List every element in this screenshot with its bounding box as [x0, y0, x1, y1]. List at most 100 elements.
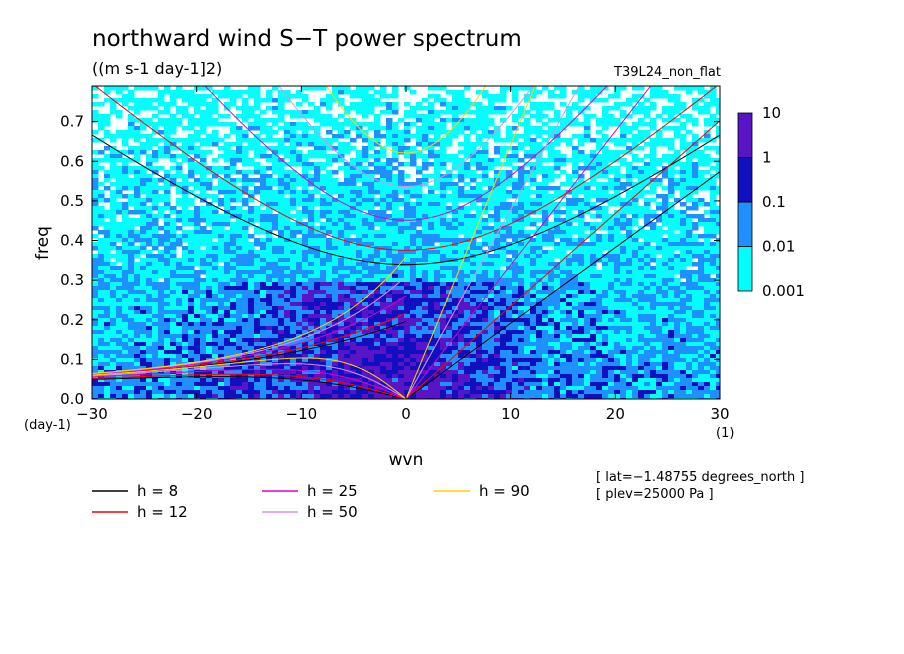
power-cell [644, 214, 651, 219]
power-cell [278, 98, 285, 103]
power-cell [476, 246, 483, 251]
power-cell [656, 86, 663, 91]
power-cell [560, 122, 567, 127]
power-cell [368, 246, 375, 251]
power-cell [398, 202, 405, 207]
power-cell [92, 202, 99, 207]
power-cell [590, 114, 597, 119]
power-cell [254, 318, 261, 323]
power-cell [716, 294, 720, 299]
power-cell [368, 202, 375, 207]
power-cell [332, 282, 339, 287]
power-cell [362, 106, 369, 111]
power-cell [704, 110, 711, 115]
power-cell [374, 202, 381, 207]
power-cell [374, 102, 381, 107]
power-cell [230, 314, 237, 319]
power-cell [104, 198, 111, 203]
power-cell [290, 94, 297, 99]
power-cell [626, 274, 633, 279]
power-cell [302, 202, 309, 207]
power-cell [512, 178, 519, 183]
power-cell [362, 290, 369, 295]
power-cell [650, 146, 657, 151]
power-cell [530, 102, 537, 107]
power-cell [356, 274, 363, 279]
power-cell [254, 230, 261, 235]
power-cell [632, 238, 639, 243]
power-cell [290, 282, 297, 287]
power-cell [680, 174, 687, 179]
power-cell [260, 274, 267, 279]
power-cell [206, 166, 213, 171]
power-cell [290, 202, 297, 207]
power-cell [440, 310, 447, 315]
power-cell [158, 94, 165, 99]
power-cell [644, 174, 651, 179]
power-cell [512, 98, 519, 103]
power-cell [446, 238, 453, 243]
power-cell [632, 210, 639, 215]
power-cell [548, 186, 555, 191]
power-cell [116, 270, 123, 275]
power-cell [656, 250, 663, 255]
power-cell [344, 318, 351, 323]
power-cell [182, 90, 189, 95]
power-cell [380, 202, 387, 207]
power-cell [416, 290, 423, 295]
power-cell [92, 214, 99, 219]
power-cell [344, 146, 351, 151]
power-cell [392, 94, 399, 99]
power-cell [632, 98, 639, 103]
power-cell [188, 198, 195, 203]
power-cell [554, 154, 561, 159]
power-cell [254, 282, 261, 287]
power-cell [98, 266, 105, 271]
power-cell [656, 270, 663, 275]
power-cell [170, 270, 177, 275]
power-cell [638, 282, 645, 287]
power-cell [122, 318, 129, 323]
power-cell [512, 274, 519, 279]
power-cell [464, 242, 471, 247]
power-cell [434, 114, 441, 119]
power-cell [224, 174, 231, 179]
power-cell [272, 138, 279, 143]
power-cell [584, 210, 591, 215]
power-cell [368, 294, 375, 299]
power-cell [704, 234, 711, 239]
power-cell [476, 186, 483, 191]
power-cell [344, 202, 351, 207]
power-cell [458, 298, 465, 303]
power-cell [356, 286, 363, 291]
power-cell [554, 282, 561, 287]
power-cell [524, 170, 531, 175]
power-cell [650, 190, 657, 195]
power-cell [680, 230, 687, 235]
power-cell [590, 306, 597, 311]
power-cell [110, 314, 117, 319]
power-cell [686, 282, 693, 287]
power-cell [578, 214, 585, 219]
power-cell [152, 138, 159, 143]
power-cell [104, 246, 111, 251]
power-cell [278, 90, 285, 95]
power-cell [380, 234, 387, 239]
power-cell [116, 178, 123, 183]
power-cell [680, 306, 687, 311]
power-cell [674, 242, 681, 247]
power-cell [668, 254, 675, 259]
power-cell [560, 190, 567, 195]
power-cell [128, 170, 135, 175]
power-cell [116, 314, 123, 319]
power-cell [266, 126, 273, 131]
power-cell [242, 134, 249, 139]
power-cell [398, 318, 405, 323]
power-cell [176, 302, 183, 307]
power-cell [164, 278, 171, 283]
power-cell [500, 250, 507, 255]
power-cell [590, 250, 597, 255]
power-cell [542, 258, 549, 263]
power-cell [278, 278, 285, 283]
power-cell [242, 146, 249, 151]
